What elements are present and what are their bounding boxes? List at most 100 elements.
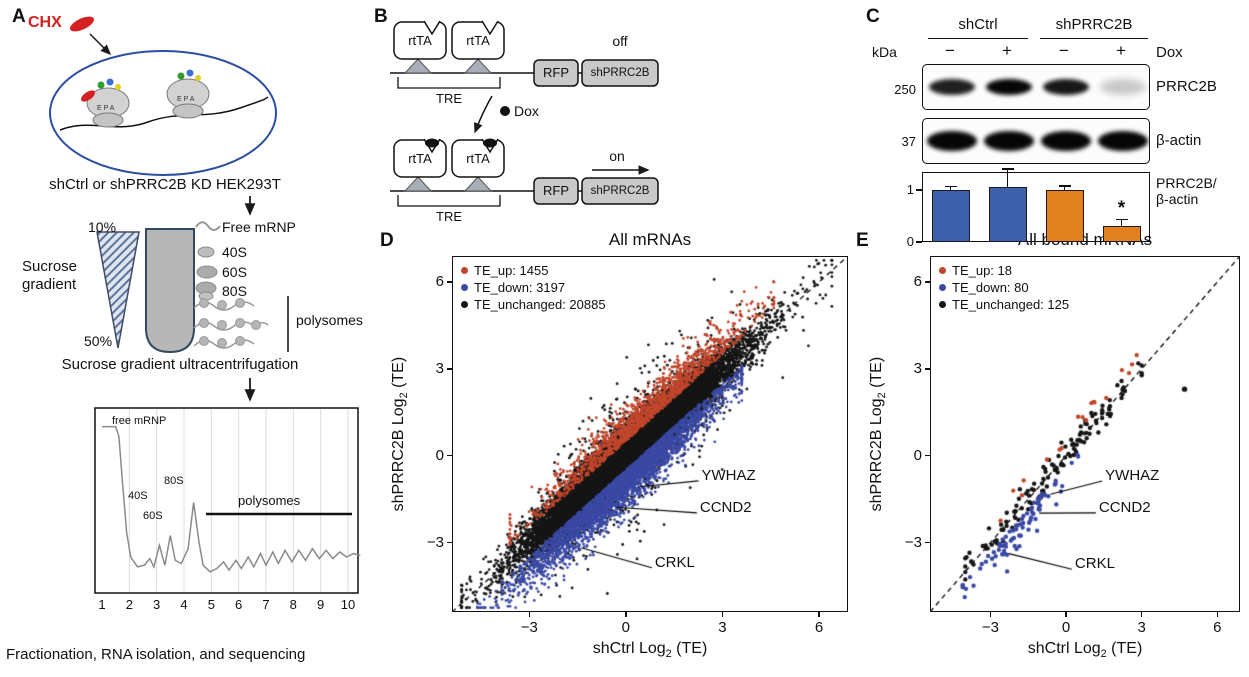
x-tick-label: 3 xyxy=(1137,619,1146,636)
y-tick-mark xyxy=(447,541,452,544)
gene-label-ccnd2: CCND2 xyxy=(1098,498,1151,516)
fraction-tick-label: 4 xyxy=(180,597,188,612)
dox-sign: + xyxy=(1116,41,1126,60)
x-axis-label-d: shCtrl Log2 (TE) xyxy=(592,640,708,661)
tre-label: TRE xyxy=(436,91,462,106)
y-axis-label-e: shPRRC2B Log2 (TE) xyxy=(867,356,889,512)
y-tick-label: 0 xyxy=(913,446,922,464)
error-bar xyxy=(1063,186,1066,191)
dox-bound-icon xyxy=(483,138,497,148)
blot-band xyxy=(928,79,975,95)
legend-dot-up xyxy=(461,267,468,274)
profile-label-80s: 80S xyxy=(164,475,184,487)
error-bar xyxy=(1006,169,1009,187)
fraction-tick-label: 1 xyxy=(98,597,106,612)
tre-label: TRE xyxy=(436,209,462,224)
gene-label-crkl: CRKL xyxy=(1074,555,1115,573)
panel-c-label: C xyxy=(866,6,880,27)
legend-item-up: TE_up: 1455 xyxy=(461,262,606,279)
gene-label-crkl: CRKL xyxy=(654,553,695,571)
group-underline xyxy=(1040,38,1148,39)
fraction-tick-label: 9 xyxy=(317,597,325,612)
band-label-actin: β-actin xyxy=(1156,132,1202,149)
y-axis-label-d: shPRRC2B Log2 (TE) xyxy=(389,356,411,512)
rfp-label: RFP xyxy=(543,65,569,80)
fraction-tick-label: 10 xyxy=(340,597,356,612)
gene-label-ccnd2: CCND2 xyxy=(699,498,752,516)
fraction-label-60s: 60S xyxy=(222,264,247,280)
dox-sign: − xyxy=(1059,41,1069,60)
x-tick-label: 6 xyxy=(1213,619,1222,636)
legend: TE_up: 1455 TE_down: 3197 TE_unchanged: … xyxy=(461,262,606,313)
scatter-canvas-e xyxy=(930,256,1240,612)
y-tick-mark xyxy=(925,281,930,283)
y-tick-label: 6 xyxy=(435,273,444,291)
ultracentrifugation-caption: Sucrose gradient ultracentrifugation xyxy=(61,356,299,373)
panel-d-label: D xyxy=(380,230,394,251)
gradient-top-pct: 10% xyxy=(88,219,117,235)
gradient-bottom-pct: 50% xyxy=(84,333,113,349)
polysome-trace xyxy=(102,425,361,573)
on-label: on xyxy=(609,148,625,164)
chx-pill-icon xyxy=(69,16,95,32)
fraction-tick-label: 6 xyxy=(235,597,243,612)
mw-marker-37: 37 xyxy=(901,134,916,149)
dox-label: Dox xyxy=(514,103,539,119)
rtta-label: rtTA xyxy=(466,33,490,48)
y-tick-mark xyxy=(925,454,930,457)
error-bar xyxy=(949,186,952,191)
kda-label: kDa xyxy=(872,44,897,60)
error-bar-cap xyxy=(944,185,957,188)
profile-label-60s: 60S xyxy=(143,510,163,522)
x-tick-label: 6 xyxy=(814,619,824,636)
shprrc2b-label: shPRRC2B xyxy=(590,185,650,197)
panel-a-bottom-caption: Fractionation, RNA isolation, and sequen… xyxy=(6,646,306,663)
x-tick-label: −3 xyxy=(981,619,1000,636)
shprrc2b-label: shPRRC2B xyxy=(590,67,650,79)
ratio-label-line2: β-actin xyxy=(1156,191,1199,207)
rfp-box xyxy=(533,177,579,205)
polysome-icons xyxy=(193,298,269,349)
western-blot-prrc2b xyxy=(922,64,1150,110)
y-tick-label: −3 xyxy=(426,533,444,551)
cell-outline xyxy=(49,50,277,176)
cell-caption: shCtrl or shPRRC2B KD HEK293T xyxy=(49,176,281,193)
gene-label-ywhaz: YWHAZ xyxy=(701,466,756,484)
tre-triangle-icon xyxy=(403,58,433,74)
chart-title-d: All mRNAs xyxy=(608,230,692,249)
panel-e-label: E xyxy=(856,230,869,251)
legend-item-down: TE_down: 3197 xyxy=(461,279,606,296)
y-tick-label: 6 xyxy=(913,273,922,291)
profile-label-free: free mRNP xyxy=(112,415,167,427)
quant-bar xyxy=(1102,226,1141,242)
blot-band xyxy=(1042,79,1089,95)
x-tick-label: 0 xyxy=(621,619,631,636)
legend-item-up: TE_up: 18 xyxy=(939,262,1069,279)
x-tick-mark xyxy=(1065,612,1067,617)
quant-bar xyxy=(1045,190,1084,242)
chart-title-e: All bound mRNAs xyxy=(1017,230,1153,249)
bar-ytick-label: 1 xyxy=(906,182,914,198)
tre-triangle-icon xyxy=(463,176,493,192)
y-tick-mark xyxy=(447,368,452,370)
profile-gridlines xyxy=(128,409,349,592)
profile-label-40s: 40S xyxy=(128,490,148,502)
shprrc2b-box xyxy=(581,59,659,87)
panel-a-label: A xyxy=(12,6,26,27)
plot-frame-d xyxy=(452,256,848,612)
blot-band xyxy=(983,131,1034,151)
legend-item-unchanged: TE_unchanged: 125 xyxy=(939,296,1069,313)
dox-sign: + xyxy=(1002,41,1012,60)
legend-item-down: TE_down: 80 xyxy=(939,279,1069,296)
tre-triangle-icon xyxy=(403,176,433,192)
y-tick-label: 3 xyxy=(435,359,444,377)
blot-band xyxy=(1099,79,1146,95)
group-label-shprrc2b: shPRRC2B xyxy=(1055,16,1133,33)
fraction-label-40s: 40S xyxy=(222,244,247,260)
x-tick-label: −3 xyxy=(520,619,538,636)
rtta-label: rtTA xyxy=(408,151,432,166)
rtta-label: rtTA xyxy=(408,33,432,48)
y-tick-mark xyxy=(925,368,930,370)
